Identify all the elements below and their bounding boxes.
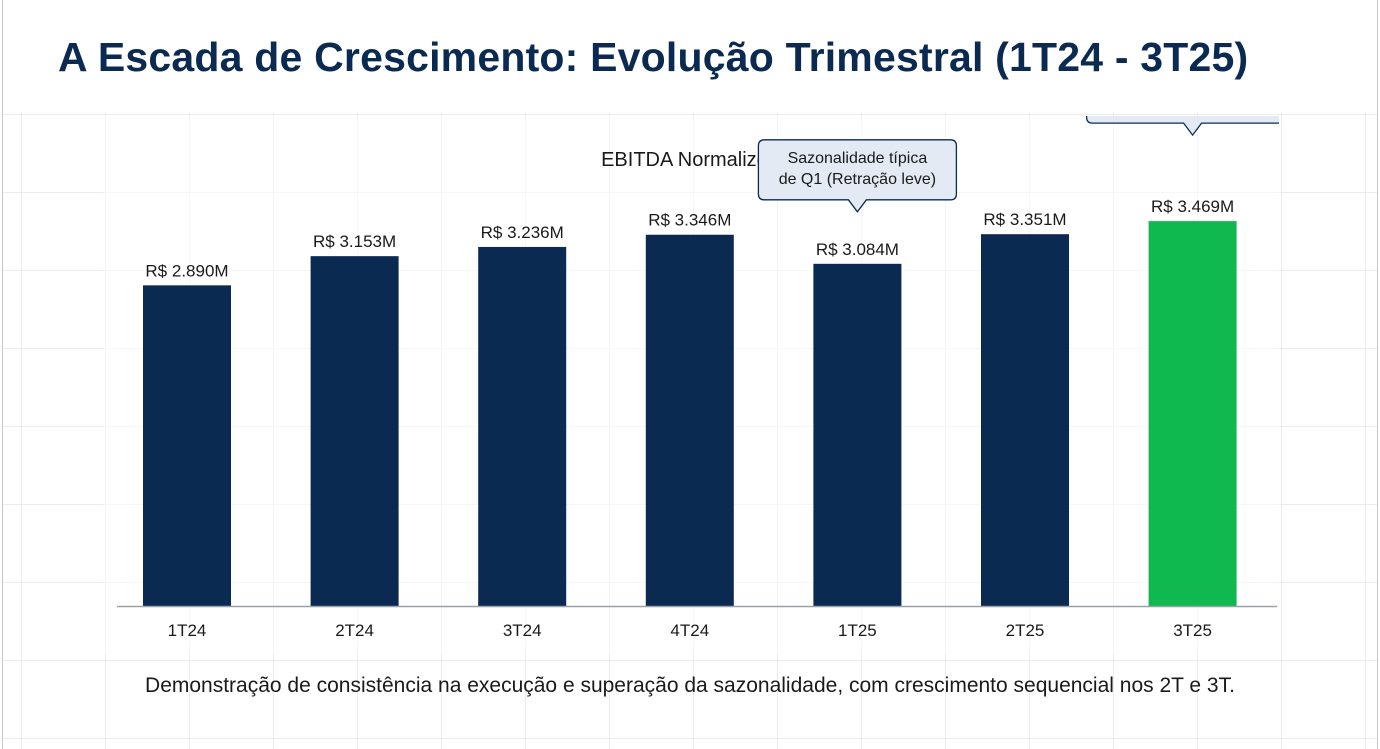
data-label-3T24: R$ 3.236M: [481, 223, 564, 242]
callout-text-line: Sazonalidade típica: [788, 150, 928, 167]
data-label-2T24: R$ 3.153M: [313, 232, 396, 251]
page-title: A Escada de Crescimento: Evolução Trimes…: [58, 34, 1249, 80]
data-label-2T25: R$ 3.351M: [983, 210, 1066, 229]
callout-box: [757, 139, 958, 213]
chart-card: EBITDA Normalized R$ 2.890M 1T24 R$ 3.153M…: [103, 116, 1279, 654]
x-tick-label-3T24: 3T24: [503, 621, 542, 640]
x-tick-label-2T25: 2T25: [1006, 621, 1045, 640]
callout-box: [1085, 116, 1279, 137]
x-tick-label-2T24: 2T24: [335, 621, 374, 640]
title-band: [3, 0, 1377, 112]
bar-4T24: [645, 234, 734, 606]
bar-1T25: [813, 263, 902, 606]
callout-3T25: Retomada decrescimento acelerado: [1085, 116, 1279, 137]
x-tick-label-4T24: 4T24: [670, 621, 709, 640]
bar-3T24: [478, 246, 567, 606]
bar-2T25: [981, 234, 1069, 606]
bar-3T25: [1148, 221, 1237, 606]
callout-1T25: Sazonalidade típica de Q1 (Retração leve): [757, 139, 958, 213]
ebitda-bar-chart: EBITDA Normalized R$ 2.890M 1T24 R$ 3.153M…: [117, 116, 1279, 640]
x-tick-label-1T24: 1T24: [168, 621, 207, 640]
chart-title: EBITDA Normalized: [601, 149, 779, 171]
bar-1T24: [143, 285, 231, 606]
bar-2T24: [310, 256, 399, 606]
data-label-1T25: R$ 3.084M: [816, 240, 899, 259]
x-tick-label-1T25: 1T25: [838, 621, 877, 640]
data-label-1T24: R$ 2.890M: [145, 261, 228, 280]
x-tick-label-3T25: 3T25: [1173, 621, 1212, 640]
callout-text-line: de Q1 (Retração leve): [779, 171, 936, 188]
data-label-3T25: R$ 3.469M: [1151, 197, 1234, 216]
caption-text: Demonstração de consistência na execução…: [145, 674, 1235, 697]
data-label-4T24: R$ 3.346M: [648, 211, 731, 230]
